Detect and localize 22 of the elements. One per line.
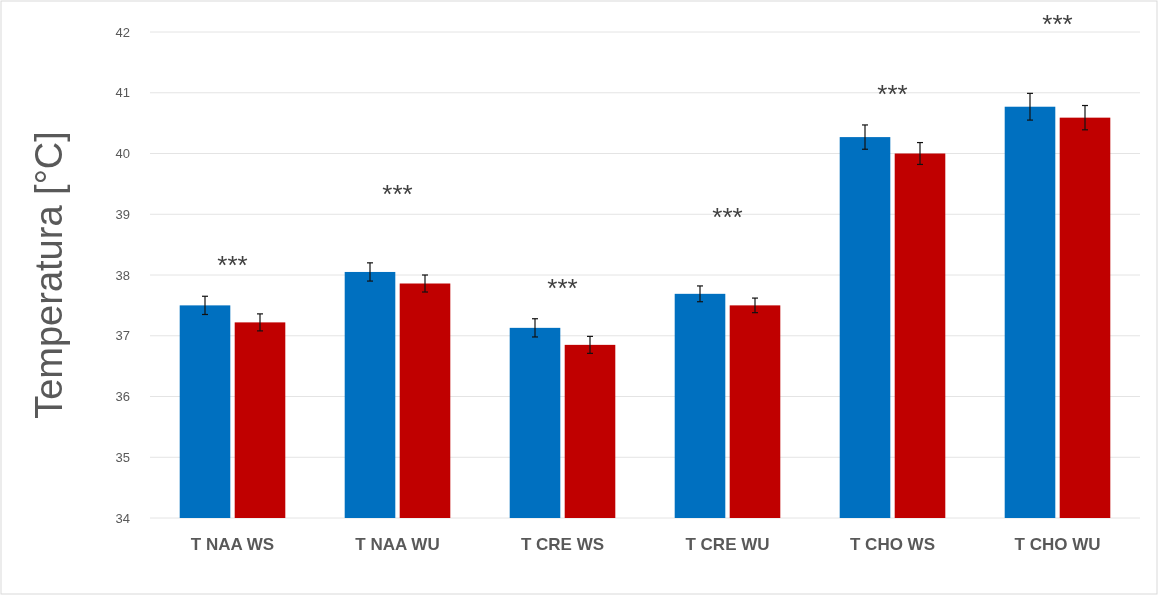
y-tick-label: 41 <box>115 85 130 101</box>
x-tick-label: T CRE WU <box>685 535 770 554</box>
annotation: *** <box>217 250 248 281</box>
y-axis-title: Temperatura [°C] <box>28 131 70 419</box>
x-tick-label: T CRE WS <box>520 535 605 554</box>
y-tick-label: 34 <box>115 510 130 526</box>
annotation: *** <box>382 178 413 209</box>
x-tick-label: T CHO WS <box>850 535 935 554</box>
y-tick-label: 37 <box>115 328 130 344</box>
y-tick-label: 39 <box>115 206 130 222</box>
annotation: *** <box>877 78 908 109</box>
y-tick-label: 38 <box>115 267 130 283</box>
annotation: *** <box>1042 9 1073 40</box>
y-tick-label: 42 <box>115 24 130 40</box>
y-tick-label: 36 <box>115 389 130 405</box>
x-tick-label: T NAA WS <box>190 535 275 554</box>
annotation: *** <box>712 201 743 232</box>
x-tick-label: T NAA WU <box>355 535 440 554</box>
annotation: *** <box>547 272 578 303</box>
x-tick-label: T CHO WU <box>1014 535 1101 554</box>
y-tick-label: 40 <box>115 146 130 162</box>
y-tick-label: 35 <box>115 449 130 465</box>
